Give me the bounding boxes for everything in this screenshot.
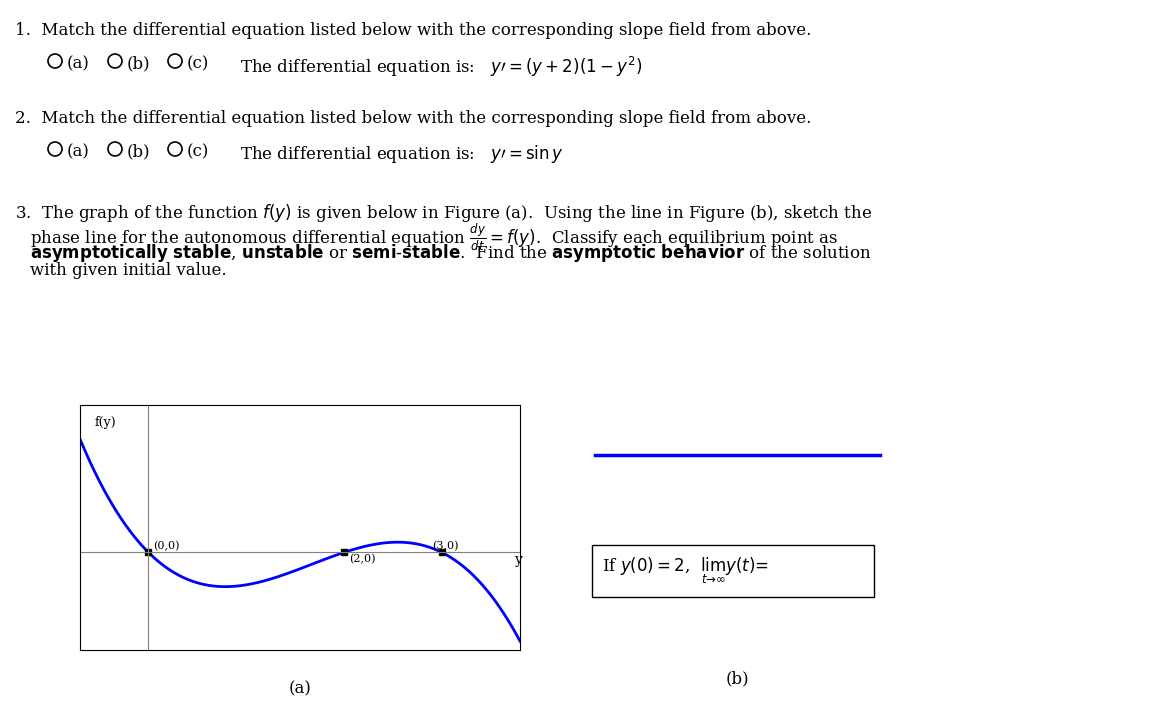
Text: (b): (b) xyxy=(127,55,150,72)
Text: (c): (c) xyxy=(187,55,209,72)
Text: (c): (c) xyxy=(187,143,209,160)
Text: 1.  Match the differential equation listed below with the corresponding slope fi: 1. Match the differential equation liste… xyxy=(15,22,812,39)
Text: 3.  The graph of the function $f(y)$ is given below in Figure (a).  Using the li: 3. The graph of the function $f(y)$ is g… xyxy=(15,202,873,224)
Text: y: y xyxy=(516,553,523,567)
Text: (3,0): (3,0) xyxy=(432,541,459,552)
Text: (a): (a) xyxy=(289,680,311,697)
Text: with given initial value.: with given initial value. xyxy=(30,262,227,279)
Text: (a): (a) xyxy=(67,55,90,72)
Text: If $y(0) = 2$,  $\lim_{t \to \infty} y(t) =$: If $y(0) = 2$, $\lim_{t \to \infty} y(t)… xyxy=(602,556,769,586)
Text: 2.  Match the differential equation listed below with the corresponding slope fi: 2. Match the differential equation liste… xyxy=(15,110,812,127)
Text: (b): (b) xyxy=(725,670,749,687)
Text: (2,0): (2,0) xyxy=(349,554,376,564)
Text: The differential equation is:   $y\prime = \sin y$: The differential equation is: $y\prime =… xyxy=(240,143,564,165)
Text: f(y): f(y) xyxy=(95,416,117,430)
Text: The differential equation is:   $y\prime = (y+2)(1-y^2)$: The differential equation is: $y\prime =… xyxy=(240,55,643,79)
Text: (a): (a) xyxy=(67,143,90,160)
Text: (0,0): (0,0) xyxy=(154,541,180,552)
FancyBboxPatch shape xyxy=(592,545,874,597)
Text: phase line for the autonomous differential equation $\frac{dy}{dt} = f(y)$.  Cla: phase line for the autonomous differenti… xyxy=(30,222,838,254)
Text: $\mathbf{asymptotically\ stable}$, $\mathbf{unstable}$ or $\mathbf{semi\text{-}s: $\mathbf{asymptotically\ stable}$, $\mat… xyxy=(30,242,872,264)
Text: (b): (b) xyxy=(127,143,150,160)
